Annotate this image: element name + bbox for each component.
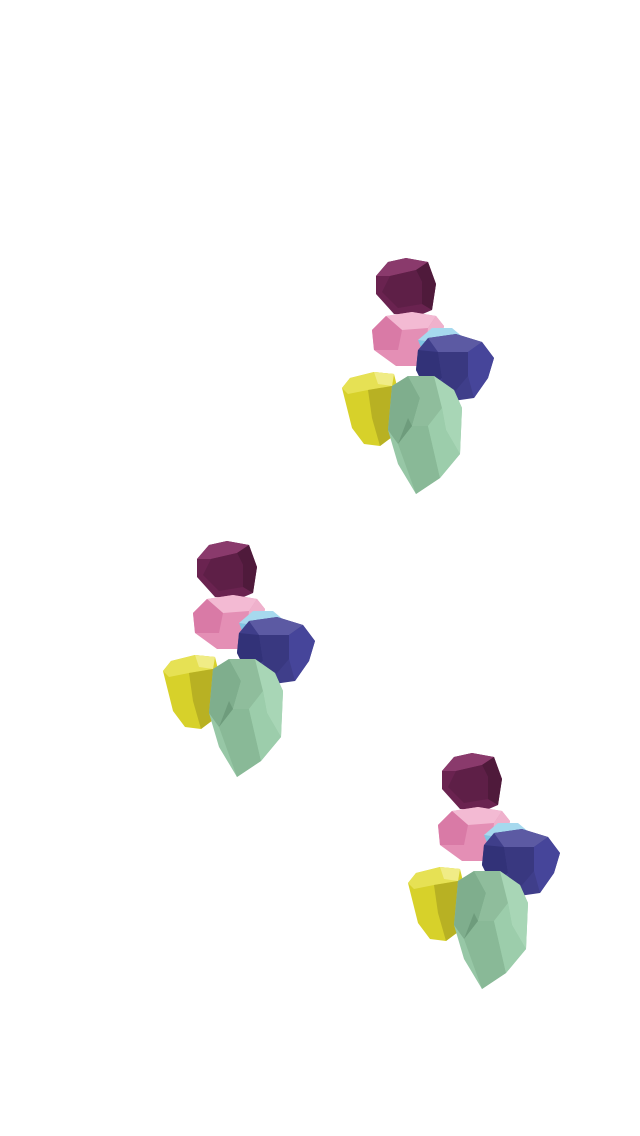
cluster-top-right [342,258,494,494]
cluster-bottom-right [408,753,560,989]
cluster-middle-left [163,541,315,777]
